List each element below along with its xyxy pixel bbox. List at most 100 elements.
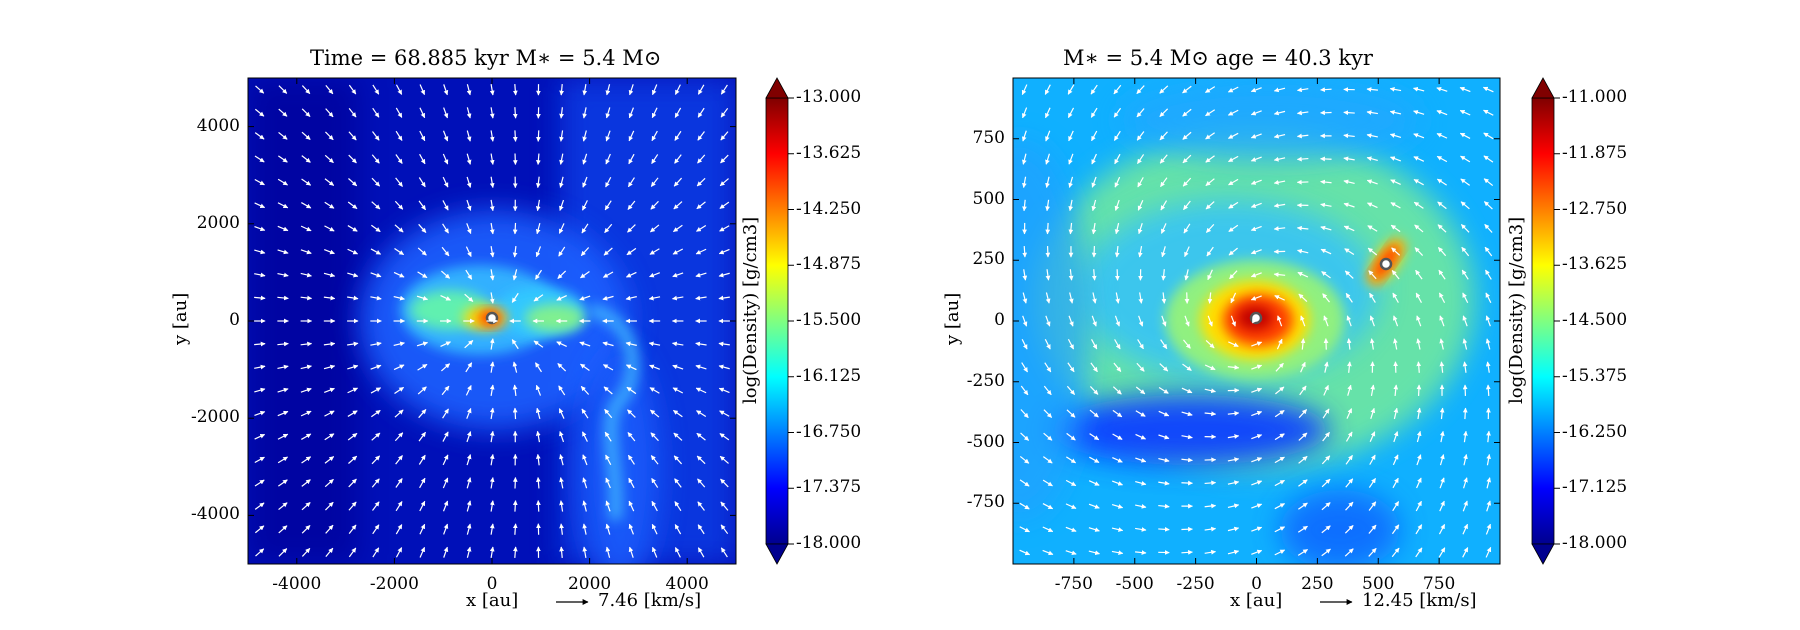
velocity-arrow (1068, 292, 1074, 304)
velocity-arrow (1462, 292, 1469, 304)
velocity-arrow (393, 341, 405, 347)
velocity-arrow (1184, 246, 1190, 258)
velocity-arrow (1068, 130, 1074, 142)
velocity-arrow (1158, 480, 1170, 486)
velocity-arrow (1275, 386, 1285, 395)
velocity-arrow (697, 84, 705, 95)
velocity-arrow (672, 272, 684, 278)
velocity-arrow (466, 454, 472, 466)
velocity-arrow (301, 155, 311, 163)
velocity-arrow (1137, 200, 1144, 211)
velocity-arrow (1463, 454, 1468, 466)
velocity-arrow (626, 271, 637, 278)
velocity-arrow (1366, 133, 1378, 138)
velocity-arrow (1228, 201, 1239, 209)
velocity-arrow (1042, 479, 1053, 487)
velocity-arrow (1250, 133, 1262, 139)
velocity-arrow (580, 385, 590, 395)
velocity-arrow (417, 271, 428, 279)
velocity-arrow (582, 84, 588, 96)
velocity-arrow (277, 249, 289, 255)
velocity-arrow (649, 272, 660, 278)
velocity-arrow (371, 224, 381, 233)
velocity-arrow (1043, 432, 1053, 441)
velocity-arrow (1181, 480, 1193, 486)
velocity-arrow (277, 433, 289, 440)
velocity-arrow (395, 501, 403, 512)
y-tick-label-left: -2000 (190, 407, 240, 428)
colorbar-tick-label-right: -17.125 (1562, 477, 1628, 498)
velocity-arrow (582, 153, 588, 165)
velocity-arrow (1370, 384, 1376, 396)
velocity-arrow (628, 500, 635, 512)
velocity-arrow (466, 408, 472, 419)
velocity-arrow (347, 248, 358, 255)
x-axis-label-left: x [au] (466, 590, 519, 611)
velocity-arrow (395, 524, 403, 535)
velocity-arrow (1020, 385, 1029, 396)
velocity-arrow (1392, 315, 1399, 327)
velocity-arrow (1250, 156, 1262, 162)
velocity-arrow (718, 248, 730, 255)
velocity-arrow (1135, 550, 1147, 555)
velocity-arrow (1136, 131, 1145, 141)
velocity-arrow (579, 295, 591, 301)
velocity-arrow (1368, 501, 1377, 511)
chart-title-left: Time = 68.885 kyr M∗ = 5.4 M⊙ (310, 46, 662, 70)
velocity-arrow (489, 361, 495, 373)
velocity-arrow (535, 246, 542, 258)
velocity-arrow (696, 225, 707, 232)
velocity-arrow (651, 500, 658, 512)
velocity-arrow (582, 523, 588, 535)
velocity-arrow (512, 407, 518, 420)
velocity-arrow (442, 477, 449, 489)
velocity-arrow (1462, 500, 1468, 512)
velocity-arrow (1273, 272, 1286, 277)
velocity-arrow (300, 272, 312, 278)
velocity-arrow (1022, 176, 1027, 189)
velocity-arrow (489, 199, 495, 212)
velocity-arrow (1042, 549, 1054, 556)
velocity-arrow (254, 387, 266, 393)
velocity-arrow (719, 178, 729, 187)
velocity-arrow (534, 362, 542, 373)
velocity-arrow (1438, 269, 1446, 280)
velocity-arrow (718, 295, 730, 301)
velocity-arrow (1043, 409, 1053, 418)
velocity-arrow (512, 523, 518, 535)
velocity-arrow (466, 546, 472, 558)
colorbar-tick-label-right: -13.625 (1562, 254, 1628, 275)
velocity-arrow (1204, 503, 1217, 509)
velocity-arrow (1320, 87, 1332, 93)
velocity-arrow (1228, 155, 1239, 163)
velocity-arrow (347, 387, 358, 394)
colorbar-tick-label-left: -16.125 (796, 365, 862, 386)
velocity-arrow (1414, 247, 1424, 256)
velocity-arrow (1228, 178, 1239, 186)
y-tick-label-right: 750 (972, 127, 1005, 148)
velocity-arrow (720, 154, 729, 164)
x-tick-label-left: -2000 (369, 574, 419, 594)
velocity-arrow (1181, 457, 1193, 463)
velocity-arrow (604, 408, 613, 419)
velocity-arrow (1042, 526, 1054, 533)
velocity-arrow (393, 295, 405, 301)
velocity-arrow (395, 547, 403, 558)
velocity-arrow (1228, 132, 1239, 139)
velocity-arrow (672, 364, 684, 370)
velocity-arrow (1416, 361, 1422, 373)
velocity-arrow (300, 225, 312, 232)
velocity-arrow (254, 479, 265, 487)
velocity-arrow (720, 501, 729, 511)
velocity-arrow (442, 408, 449, 419)
velocity-arrow (1321, 478, 1331, 488)
velocity-arrow (674, 154, 682, 164)
velocity-arrow (602, 364, 614, 371)
velocity-arrow (1091, 176, 1097, 188)
velocity-arrow (1159, 154, 1168, 164)
velocity-arrow (1135, 410, 1146, 417)
velocity-arrow (1437, 247, 1447, 257)
x-tick-label-right: -250 (1176, 574, 1215, 594)
velocity-arrow (324, 201, 335, 209)
